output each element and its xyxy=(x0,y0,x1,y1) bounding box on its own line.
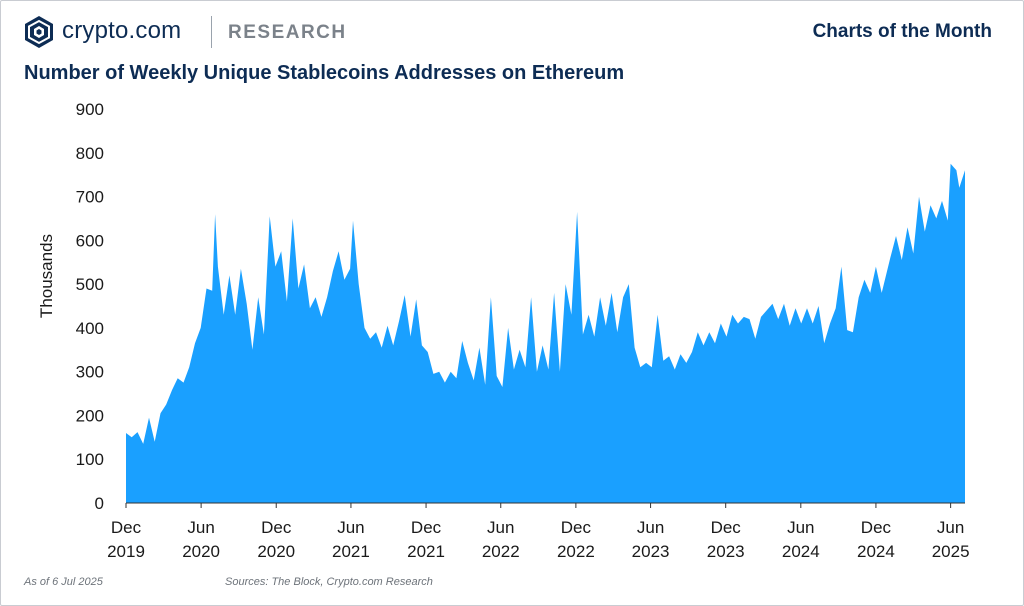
x-tick-label: 2024 xyxy=(782,542,820,561)
x-tick-label: Jun xyxy=(787,518,814,537)
as-of-note: As of 6 Jul 2025 xyxy=(24,576,103,588)
x-tick-label: Dec xyxy=(111,518,142,537)
x-tick-label: Dec xyxy=(861,518,892,537)
header: crypto.com RESEARCH Charts of the Month xyxy=(0,0,1024,60)
y-tick-label: 700 xyxy=(76,188,104,207)
x-tick-label: 2025 xyxy=(932,542,970,561)
series-label: Charts of the Month xyxy=(812,21,992,42)
x-tick-label: 2022 xyxy=(557,542,595,561)
x-tick-label: Dec xyxy=(561,518,592,537)
x-tick-label: 2023 xyxy=(707,542,745,561)
chart-title: Number of Weekly Unique Stablecoins Addr… xyxy=(24,62,625,84)
y-tick-label: 800 xyxy=(76,144,104,163)
x-tick-label: 2021 xyxy=(332,542,370,561)
section-label: RESEARCH xyxy=(228,22,347,43)
y-tick-label: 100 xyxy=(76,450,104,469)
x-tick-label: Jun xyxy=(337,518,364,537)
x-tick-label: Jun xyxy=(187,518,214,537)
y-tick-label: 500 xyxy=(76,275,104,294)
y-tick-label: 600 xyxy=(76,231,104,250)
x-axis: Dec 2019 Jun 2020 Dec 2020 Jun 2021 Dec 2021 Jun 20… xyxy=(107,503,970,561)
area-series xyxy=(126,163,965,503)
y-axis-label: Thousands xyxy=(37,234,56,318)
y-tick-label: 900 xyxy=(76,100,104,119)
x-tick-label: 2024 xyxy=(857,542,895,561)
x-tick-label: Dec xyxy=(411,518,442,537)
sources-note: Sources: The Block, Crypto.com Research xyxy=(225,576,433,588)
y-tick-label: 400 xyxy=(76,319,104,338)
y-axis: 0 100 200 300 400 500 600 700 800 900 xyxy=(76,100,104,513)
x-tick-label: Jun xyxy=(637,518,664,537)
crypto-com-shield-logo-icon xyxy=(25,16,53,48)
y-tick-label: 200 xyxy=(76,406,104,425)
x-tick-label: Dec xyxy=(711,518,742,537)
y-tick-label: 300 xyxy=(76,363,104,382)
x-tick-label: 2020 xyxy=(182,542,220,561)
brand-divider xyxy=(211,16,212,48)
x-tick-label: Jun xyxy=(937,518,964,537)
x-tick-label: 2021 xyxy=(407,542,445,561)
x-tick-label: 2019 xyxy=(107,542,145,561)
x-tick-label: 2023 xyxy=(632,542,670,561)
x-tick-label: 2020 xyxy=(257,542,295,561)
x-tick-label: 2022 xyxy=(482,542,520,561)
y-tick-label: 0 xyxy=(95,494,104,513)
brand-name: crypto.com xyxy=(62,17,182,44)
x-tick-label: Dec xyxy=(261,518,292,537)
x-tick-label: Jun xyxy=(487,518,514,537)
